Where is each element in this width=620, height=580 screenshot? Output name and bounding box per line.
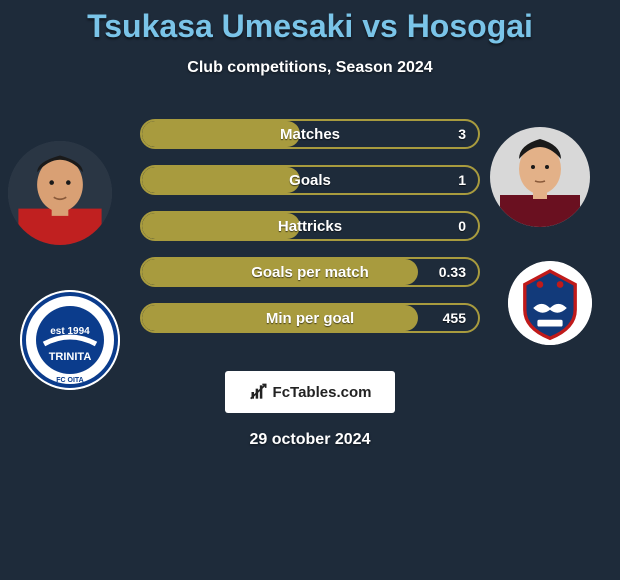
player-right-crest [508,261,592,345]
stat-row: Min per goal455 [140,303,480,333]
stat-value: 3 [458,121,466,147]
svg-text:TRINITA: TRINITA [49,351,92,363]
player-left-crest: est 1994 TRINITA FC OITA [20,290,120,390]
page-title: Tsukasa Umesaki vs Hosogai [0,8,620,45]
stat-value: 0.33 [439,259,466,285]
stat-label: Goals per match [142,259,478,285]
stat-label: Matches [142,121,478,147]
stat-label: Goals [142,167,478,193]
stat-value: 1 [458,167,466,193]
source-logo[interactable]: FcTables.com [225,371,395,413]
stat-row: Hattricks0 [140,211,480,241]
stat-row: Matches3 [140,119,480,149]
svg-text:FC OITA: FC OITA [56,377,83,384]
subtitle: Club competitions, Season 2024 [0,59,620,77]
stat-label: Hattricks [142,213,478,239]
stat-row: Goals1 [140,165,480,195]
stats-list: Matches3Goals1Hattricks0Goals per match0… [140,119,480,333]
stat-label: Min per goal [142,305,478,331]
logo-text: FcTables.com [273,384,372,401]
stat-value: 455 [443,305,466,331]
player-left-avatar [8,141,112,245]
stat-value: 0 [458,213,466,239]
date-label: 29 october 2024 [0,431,620,449]
player-right-avatar [490,127,590,227]
stat-row: Goals per match0.33 [140,257,480,287]
chart-icon [249,382,269,402]
